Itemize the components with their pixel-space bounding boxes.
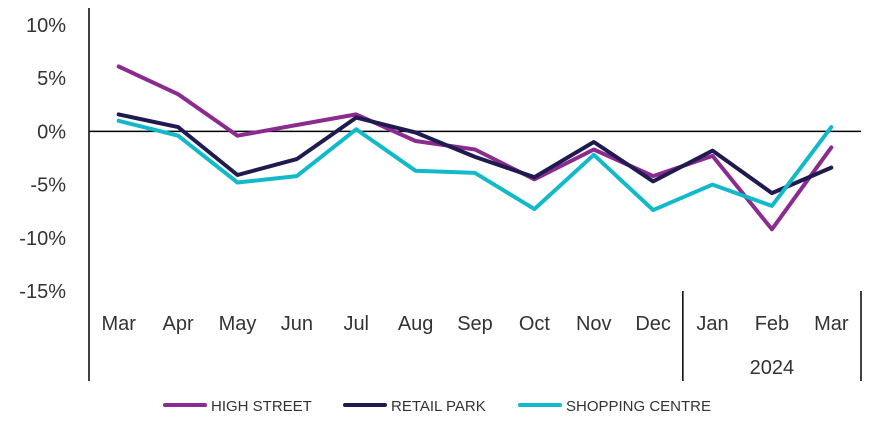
x-tick-label: Mar xyxy=(814,313,849,335)
x-tick-label: Jan xyxy=(696,313,728,335)
x-tick-label: Mar xyxy=(101,313,136,335)
x-tick-label: Dec xyxy=(635,313,671,335)
x-tick-label: Sep xyxy=(457,313,493,335)
x-tick-label: Jul xyxy=(343,313,369,335)
series-group xyxy=(119,66,832,229)
x-tick-label: Jun xyxy=(281,313,313,335)
y-tick-label: 5% xyxy=(37,68,66,90)
y-tick-label: 10% xyxy=(26,15,66,37)
legend-label: RETAIL PARK xyxy=(391,398,486,415)
x-tick-label: Oct xyxy=(519,313,551,335)
y-tick-label: -15% xyxy=(19,281,66,303)
x-tick-label: May xyxy=(219,313,257,335)
legend-label: SHOPPING CENTRE xyxy=(566,398,711,415)
series-line-high-street xyxy=(119,67,832,230)
legend-label: HIGH STREET xyxy=(211,398,312,415)
x-tick-label: Aug xyxy=(398,313,434,335)
y-tick-label: -5% xyxy=(30,175,66,197)
y-tick-label: -10% xyxy=(19,228,66,250)
legend: HIGH STREET RETAIL PARK SHOPPING CENTRE xyxy=(165,398,711,415)
x-tick-label: Feb xyxy=(755,313,789,335)
x-tick-label: Apr xyxy=(163,313,194,335)
year-label: 2024 xyxy=(750,357,795,379)
y-tick-label: 0% xyxy=(37,121,66,143)
x-axis-labels: Mar Apr May Jun Jul Aug Sep Oct Nov Dec Jan Feb Mar 2… xyxy=(101,313,848,379)
x-tick-label: Nov xyxy=(576,313,612,335)
